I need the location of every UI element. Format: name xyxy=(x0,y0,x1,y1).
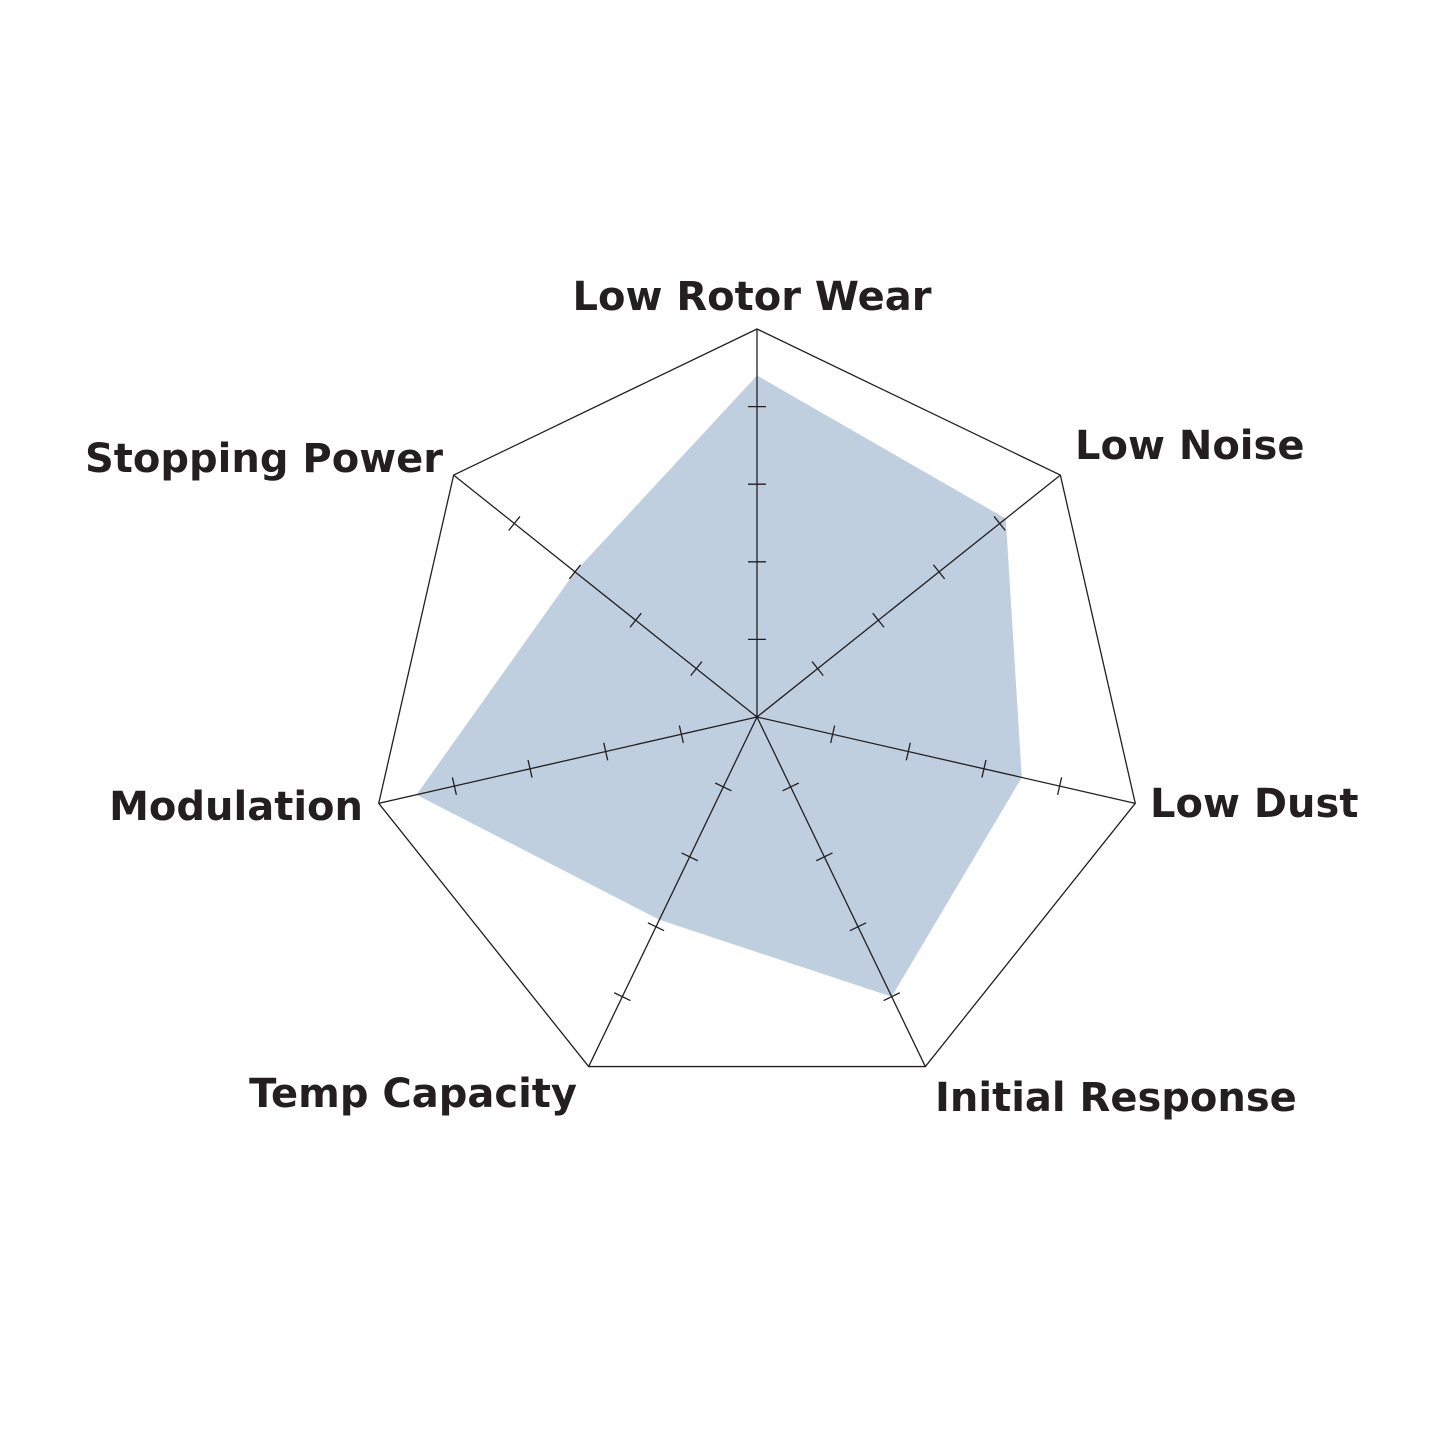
axis-tick xyxy=(629,612,642,628)
axis-tick xyxy=(782,782,800,792)
axis-tick xyxy=(508,516,521,531)
axis-tick xyxy=(981,759,987,778)
axis-spoke xyxy=(756,716,926,1067)
axis-spoke xyxy=(756,716,1136,804)
outer-frame xyxy=(378,328,1136,1068)
axis-tick xyxy=(849,922,867,932)
axis-tick xyxy=(883,992,901,1002)
axis-label: Stopping Power xyxy=(85,436,443,482)
axis-tick xyxy=(451,777,458,795)
axis-tick xyxy=(872,612,885,628)
axis-tick xyxy=(905,742,911,761)
axis-tick xyxy=(527,759,533,778)
axis-tick xyxy=(811,661,824,677)
axis-tick xyxy=(815,852,833,862)
axis-tick xyxy=(993,516,1006,531)
axis-tick xyxy=(830,725,836,744)
axis-label: Low Dust xyxy=(1150,781,1358,827)
axis-tick xyxy=(932,564,946,580)
axis-tick xyxy=(690,661,703,677)
axis-tick xyxy=(603,742,609,761)
axis-label: Low Noise xyxy=(1075,423,1304,469)
axis-spoke xyxy=(588,716,758,1067)
axis-tick xyxy=(613,992,631,1002)
axis-tick xyxy=(714,782,732,792)
axis-tick xyxy=(647,922,665,932)
axis-tick xyxy=(678,725,684,744)
axis-label: Low Rotor Wear xyxy=(573,274,932,320)
axis-spoke xyxy=(453,474,758,718)
axis-label: Modulation xyxy=(109,784,363,830)
axis-tick xyxy=(681,852,699,862)
axis-label: Temp Capacity xyxy=(249,1071,577,1117)
axis-label: Initial Response xyxy=(935,1075,1297,1121)
axis-tick xyxy=(568,564,582,580)
axis-spoke xyxy=(378,716,758,804)
axis-tick xyxy=(1056,777,1063,795)
axis-spoke xyxy=(756,474,1061,718)
